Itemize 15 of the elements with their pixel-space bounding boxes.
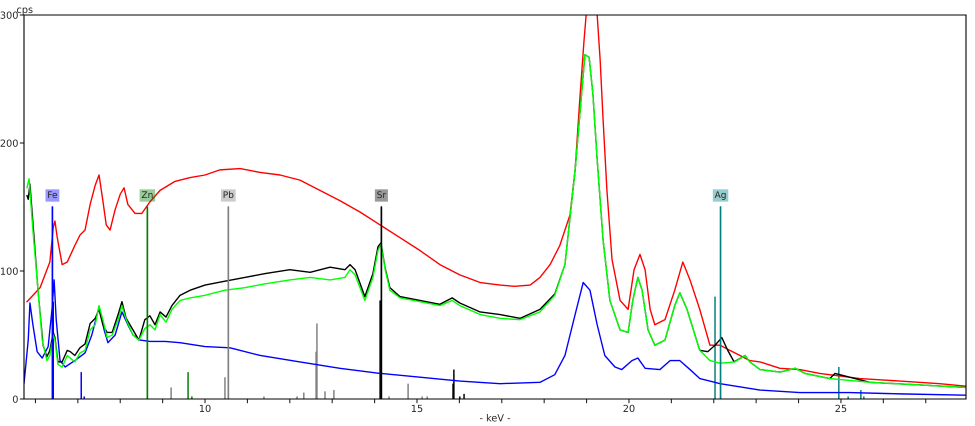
y-axis-title: cps bbox=[17, 8, 33, 15]
x-tick-label: 25 bbox=[835, 404, 846, 412]
x-tick-label: 15 bbox=[412, 404, 422, 412]
x-tick-label: 20 bbox=[623, 404, 635, 412]
ref-line-label: Sr bbox=[377, 191, 386, 198]
ref-line-label: Ag bbox=[714, 191, 726, 200]
y-tick-label: 200 bbox=[0, 139, 18, 147]
y-tick-label: 0 bbox=[12, 395, 18, 403]
y-tick-label: 300 bbox=[0, 11, 18, 19]
x-tick-label: 10 bbox=[200, 404, 211, 412]
ref-line-label: Fe bbox=[48, 191, 58, 198]
ref-line-label: Pb bbox=[224, 191, 234, 198]
ref-line-label: Zn bbox=[142, 191, 153, 198]
y-tick-label: 100 bbox=[0, 267, 18, 275]
x-axis-title: - keV - bbox=[480, 414, 510, 422]
